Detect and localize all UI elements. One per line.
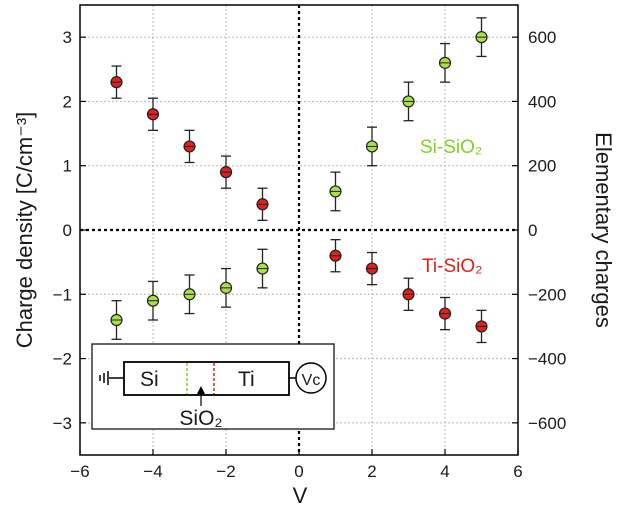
y-right-tick-label: −200 (528, 285, 566, 304)
series-label-si-sio2: Si-SiO₂ (420, 137, 482, 158)
series-ti-sio2 (110, 65, 488, 344)
inset-source-label: Vc (302, 372, 321, 389)
y-right-tick-label: −400 (528, 350, 566, 369)
x-tick-label: −6 (70, 462, 89, 481)
y-right-tick-label: 400 (528, 92, 556, 111)
inset-frame (91, 343, 335, 430)
inset-ti-label: Ti (238, 368, 255, 391)
y-tick-label: 0 (63, 221, 72, 240)
data-points (110, 17, 488, 344)
y-tick-label: −3 (53, 414, 72, 433)
y-tick-label: −2 (53, 350, 72, 369)
y-right-tick-label: 600 (528, 28, 556, 47)
x-tick-label: 2 (367, 462, 376, 481)
series-label-ti-sio2: Ti-SiO₂ (422, 256, 483, 277)
circuit-inset: Si Ti Vc SiO₂ (91, 343, 335, 430)
x-tick-label: −2 (216, 462, 235, 481)
y-right-tick-label: 200 (528, 157, 556, 176)
series-si-sio2 (110, 17, 488, 340)
inset-sio2-label: SiO₂ (179, 407, 222, 430)
x-tick-label: 6 (513, 462, 522, 481)
sio2-pointer-arrowhead (197, 386, 205, 394)
x-tick-label: 4 (440, 462, 449, 481)
y-right-tick-label: −600 (528, 414, 566, 433)
voltage-source-circle (295, 362, 327, 394)
inset-si-label: Si (140, 368, 159, 391)
y-tick-label: 2 (63, 92, 72, 111)
axis-ticks: −6 −4 −2 0 2 4 6 −3 −2 −1 0 1 2 3 −600 −400 −200 0 200 400 6… (53, 28, 567, 481)
x-axis-title: V (293, 483, 308, 508)
y-tick-label: 3 (63, 28, 72, 47)
x-tick-label: −4 (143, 462, 162, 481)
y-axis-right-title: Elementary charges (591, 132, 616, 328)
y-axis-title: Charge density [C/cm⁻³] (12, 112, 37, 349)
y-tick-label: −1 (53, 285, 72, 304)
y-tick-label: 1 (63, 157, 72, 176)
y-right-tick-label: 0 (528, 221, 537, 240)
x-tick-label: 0 (294, 462, 303, 481)
